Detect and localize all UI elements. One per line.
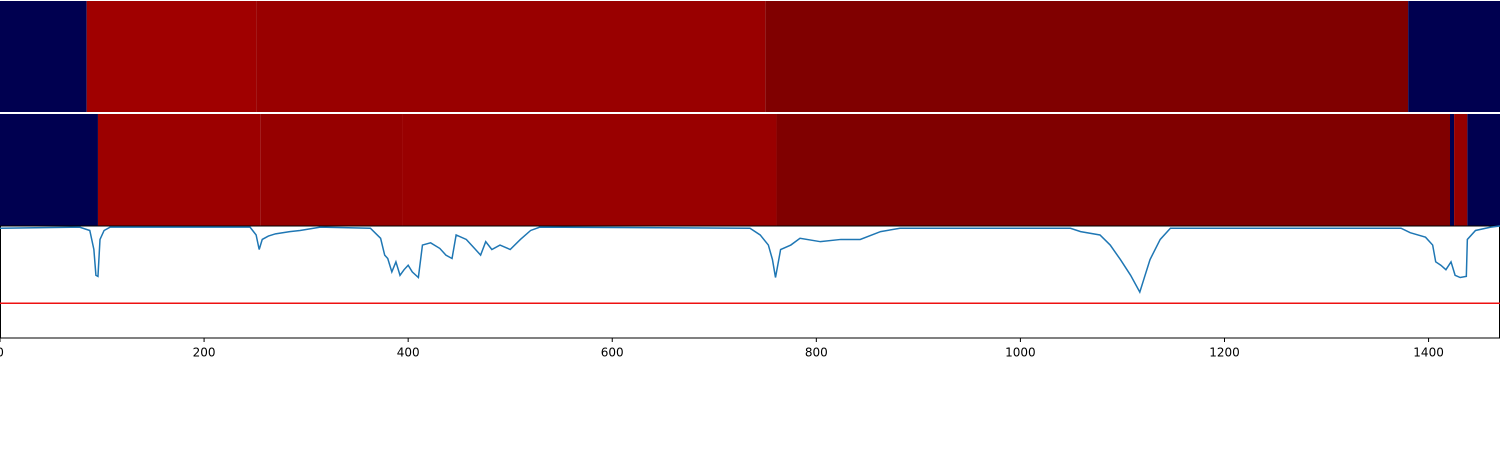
segment	[402, 114, 777, 226]
x-tick-label: 400	[397, 346, 420, 360]
segment	[97, 114, 261, 226]
segment	[86, 1, 257, 112]
x-tick-label: 1200	[1209, 346, 1240, 360]
segment	[1450, 114, 1455, 226]
x-tick-label: 1400	[1413, 346, 1444, 360]
x-tick-label: 0	[0, 346, 4, 360]
segment	[1454, 114, 1468, 226]
line-series	[0, 225, 1500, 294]
segment	[776, 114, 1450, 226]
x-tick-label: 200	[193, 346, 216, 360]
segment	[0, 114, 98, 226]
segment	[256, 1, 766, 112]
x-tick-label: 800	[805, 346, 828, 360]
segment	[1408, 1, 1500, 112]
segment	[0, 1, 87, 112]
x-tick-label: 1000	[1005, 346, 1036, 360]
plot-frame	[0, 225, 1500, 339]
segment	[765, 1, 1409, 112]
x-tick-label: 600	[601, 346, 624, 360]
segment	[260, 114, 403, 226]
segment	[1467, 114, 1500, 226]
